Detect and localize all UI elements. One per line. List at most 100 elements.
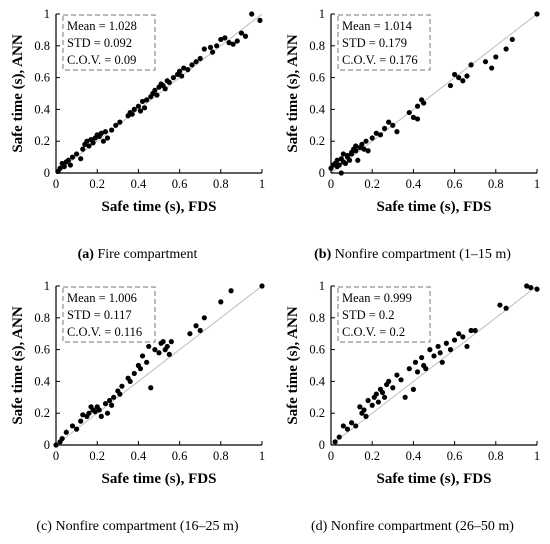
chart-b-svg: 0 0.2 0.4 0.6 0.8 1 0 0.2 0.4 0.6 0.8 1 Safe time (s…	[285, 7, 540, 215]
y-tick-label: 0.6	[309, 343, 325, 357]
data-point	[214, 43, 220, 49]
data-point	[464, 343, 470, 350]
data-point	[410, 114, 416, 120]
data-point	[390, 122, 396, 128]
stats-line: C.O.V. = 0.116	[67, 325, 142, 339]
data-point	[460, 78, 466, 84]
y-tick-label: 1	[319, 7, 325, 21]
data-point	[129, 111, 135, 117]
x-tick-label: 0.8	[213, 449, 229, 463]
x-tick-label: 0	[53, 177, 59, 191]
data-point	[365, 148, 371, 154]
chart-panel-a: 0 0.2 0.4 0.6 0.8 1 0 0.2 0.4 0.6 0.8 1 Safe time (s…	[0, 0, 275, 272]
x-tick-label: 1	[259, 449, 265, 463]
data-point	[127, 378, 133, 384]
reference-line	[330, 13, 538, 174]
data-point	[365, 397, 371, 404]
caption-a: (a) Fire compartment	[0, 247, 275, 263]
caption-c: (c) Nonfire compartment (16–25 m)	[0, 519, 275, 535]
stats-line: C.O.V. = 0.176	[342, 53, 418, 67]
data-point	[117, 391, 123, 397]
data-point	[185, 67, 191, 73]
data-point	[435, 343, 441, 350]
data-point	[80, 412, 86, 418]
data-point	[152, 347, 158, 353]
data-point	[410, 386, 416, 392]
y-tick-label: 0	[44, 438, 50, 452]
y-axis-label: Safe time (s), ANN	[10, 306, 26, 424]
data-point	[336, 434, 342, 440]
data-point	[373, 391, 379, 397]
chart-panel-d: 0 0.2 0.4 0.6 0.8 1 0 0.2 0.4 0.6 0.8 1 Safe time (s…	[275, 272, 550, 544]
data-point	[353, 148, 359, 154]
x-tick-label: 0.2	[89, 177, 105, 191]
y-tick-label: 0.4	[34, 102, 50, 116]
data-point	[131, 370, 137, 377]
chart-c-svg: 0 0.2 0.4 0.6 0.8 1 0 0.2 0.4 0.6 0.8 1 Safe time (s…	[10, 279, 265, 487]
data-point	[338, 170, 344, 176]
y-axis-label: Safe time (s), ANN	[10, 34, 26, 152]
data-point	[201, 315, 207, 321]
data-point	[534, 286, 540, 292]
data-point	[197, 55, 203, 62]
data-point	[193, 323, 199, 329]
data-point	[166, 79, 172, 85]
data-point	[109, 127, 115, 133]
x-tick-label: 0	[328, 449, 334, 463]
data-point	[222, 35, 228, 41]
data-point	[59, 436, 65, 442]
data-point	[170, 75, 177, 81]
data-point	[406, 366, 412, 372]
data-point	[74, 151, 80, 157]
stats-line: Mean = 1.014	[342, 19, 413, 33]
data-point	[443, 340, 449, 346]
data-point	[78, 156, 84, 162]
data-point	[340, 151, 346, 157]
data-point	[162, 86, 168, 92]
x-tick-label: 0.8	[488, 177, 504, 191]
data-point	[139, 98, 146, 105]
data-point	[100, 138, 106, 144]
x-tick-label: 0.6	[172, 177, 188, 191]
data-point	[84, 138, 90, 144]
data-point	[373, 130, 379, 136]
data-point	[259, 283, 265, 289]
data-point	[369, 402, 375, 408]
data-point	[168, 339, 174, 345]
stats-line: STD = 0.2	[342, 308, 395, 322]
data-point	[340, 423, 346, 429]
data-point	[528, 284, 534, 291]
data-point	[53, 442, 59, 448]
caption-b-letter: (b)	[314, 247, 332, 262]
data-point	[69, 154, 76, 160]
data-point	[104, 410, 111, 416]
chart-d-svg: 0 0.2 0.4 0.6 0.8 1 0 0.2 0.4 0.6 0.8 1 Safe time (s…	[285, 279, 540, 487]
data-point	[156, 350, 162, 356]
y-tick-label: 0.2	[34, 406, 50, 420]
data-point	[117, 119, 123, 125]
data-point	[363, 413, 369, 419]
data-point	[78, 418, 84, 424]
data-point	[226, 40, 232, 46]
data-point	[381, 125, 388, 132]
data-point	[447, 82, 454, 89]
x-tick-label: 0.6	[447, 449, 463, 463]
data-point	[402, 394, 408, 400]
y-tick-label: 0.2	[34, 134, 50, 148]
data-point	[80, 146, 86, 152]
data-point	[509, 36, 515, 43]
caption-b-text: Nonfire compartment (1–15 m)	[334, 247, 511, 262]
data-point	[257, 17, 263, 23]
stats-box	[62, 286, 156, 343]
data-point	[141, 105, 148, 111]
data-point	[369, 135, 375, 141]
caption-c-text: Nonfire compartment (16–25 m)	[55, 519, 239, 534]
data-point	[427, 347, 433, 353]
data-point	[152, 87, 158, 93]
x-tick-label: 0.6	[447, 177, 463, 191]
data-point	[423, 366, 429, 372]
x-tick-label: 0.4	[131, 449, 147, 463]
y-tick-label: 0.8	[309, 39, 325, 53]
data-point	[398, 377, 404, 383]
data-point	[334, 157, 340, 163]
